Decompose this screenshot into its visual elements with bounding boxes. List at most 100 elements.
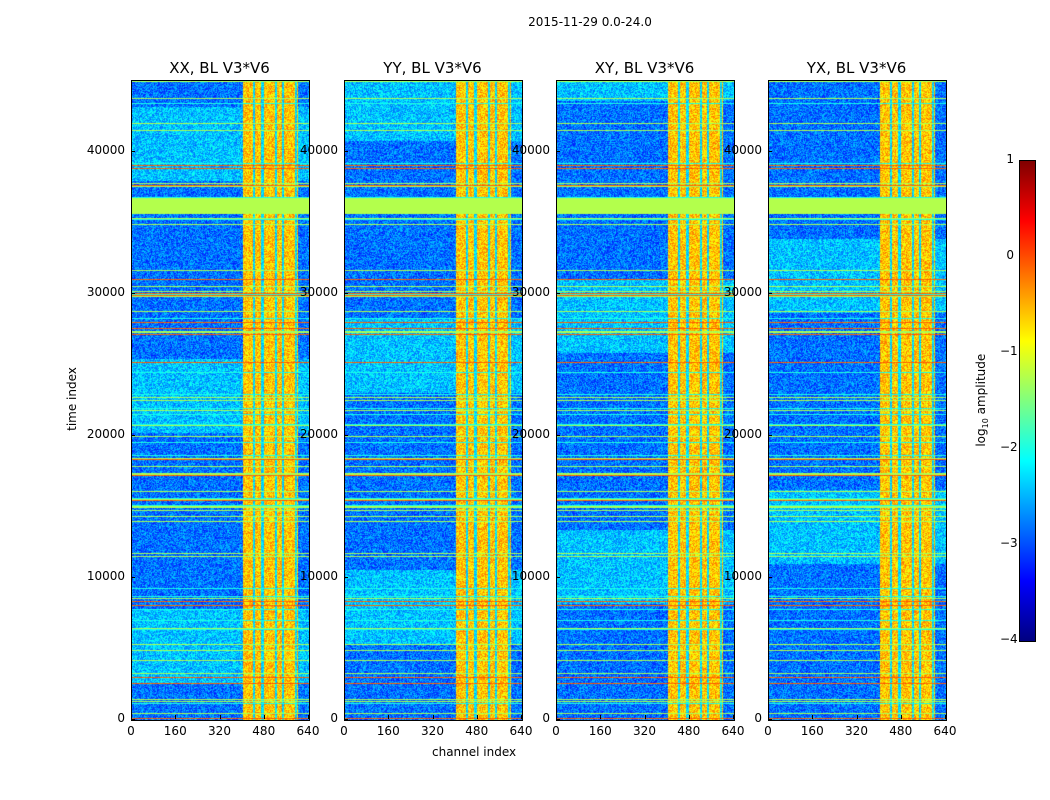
heatmap-image	[345, 81, 522, 720]
y-tick	[131, 151, 135, 152]
y-tick-label: 10000	[723, 569, 762, 583]
x-tick-label: 480	[889, 724, 913, 738]
y-tick	[556, 435, 560, 436]
x-tick	[476, 715, 478, 719]
panel-title: YX, BL V3*V6	[806, 59, 907, 77]
y-tick	[556, 719, 560, 720]
y-tick-label: 40000	[86, 143, 125, 157]
x-tick	[432, 715, 434, 719]
x-tick	[733, 715, 734, 719]
x-tick-label: 0	[764, 724, 772, 738]
y-tick	[131, 719, 135, 720]
colorbar-tick-label: −3	[1000, 536, 1018, 550]
x-tick	[856, 715, 858, 719]
x-tick	[644, 715, 646, 719]
x-tick-label: 320	[208, 724, 231, 738]
heatmap-panel	[344, 80, 523, 721]
x-tick-label: 160	[588, 724, 612, 738]
y-tick-label: 30000	[299, 285, 338, 299]
x-tick-label: 0	[552, 724, 560, 738]
x-tick-label: 320	[845, 724, 868, 738]
colorbar-tick-label: −1	[1000, 344, 1018, 358]
y-tick-label: 20000	[511, 427, 550, 441]
panel-title: XY, BL V3*V6	[594, 59, 695, 77]
x-tick	[556, 715, 557, 719]
heatmap-image	[132, 81, 309, 720]
y-tick-label: 40000	[511, 143, 550, 157]
x-tick	[219, 715, 221, 719]
x-tick-label: 160	[800, 724, 824, 738]
x-tick-label: 0	[127, 724, 135, 738]
x-tick	[388, 715, 390, 719]
x-tick-label: 640	[296, 724, 320, 738]
y-tick	[768, 293, 772, 294]
y-tick-label: 0	[117, 711, 125, 725]
heatmap-panel	[131, 80, 310, 721]
y-tick-label: 10000	[299, 569, 338, 583]
y-tick	[768, 719, 772, 720]
x-tick	[263, 715, 265, 719]
y-tick	[768, 435, 772, 436]
y-tick-label: 40000	[299, 143, 338, 157]
panel-title: YY, BL V3*V6	[383, 59, 482, 77]
colorbar-label: log10 amplitude	[973, 353, 991, 447]
x-tick-label: 0	[340, 724, 348, 738]
y-tick	[768, 577, 772, 578]
y-tick-label: 0	[330, 711, 338, 725]
x-axis-label: channel index	[432, 745, 517, 759]
figure-title: 2015-11-29 0.0-24.0	[528, 15, 652, 29]
x-tick-label: 320	[421, 724, 444, 738]
x-tick	[175, 715, 177, 719]
x-tick-label: 480	[465, 724, 489, 738]
y-tick	[768, 151, 772, 152]
x-tick	[600, 715, 602, 719]
x-tick	[344, 715, 345, 719]
x-tick-label: 640	[933, 724, 957, 738]
heatmap-panel	[556, 80, 735, 721]
x-tick	[308, 715, 309, 719]
y-tick-label: 10000	[511, 569, 550, 583]
x-tick-label: 160	[376, 724, 400, 738]
y-tick-label: 20000	[723, 427, 762, 441]
y-tick	[344, 435, 348, 436]
y-tick	[131, 293, 135, 294]
y-tick	[344, 293, 348, 294]
colorbar	[1019, 160, 1036, 642]
x-tick	[521, 715, 522, 719]
y-tick-label: 0	[542, 711, 550, 725]
y-tick-label: 20000	[86, 427, 125, 441]
y-tick	[131, 435, 135, 436]
y-tick	[556, 151, 560, 152]
x-tick	[945, 715, 946, 719]
x-tick-label: 640	[721, 724, 745, 738]
y-tick	[556, 577, 560, 578]
y-tick-label: 30000	[723, 285, 762, 299]
x-tick	[812, 715, 814, 719]
y-tick	[344, 719, 348, 720]
panel-title: XX, BL V3*V6	[169, 59, 270, 77]
colorbar-tick-label: −4	[1000, 632, 1018, 646]
y-tick-label: 0	[754, 711, 762, 725]
colorbar-tick-label: 1	[1006, 152, 1014, 166]
x-tick-label: 320	[633, 724, 656, 738]
x-tick	[900, 715, 902, 719]
colorbar-tick-label: 0	[1006, 248, 1014, 262]
y-tick-label: 30000	[86, 285, 125, 299]
y-tick	[344, 151, 348, 152]
x-tick	[688, 715, 690, 719]
y-tick	[344, 577, 348, 578]
y-tick	[131, 577, 135, 578]
y-tick-label: 10000	[86, 569, 125, 583]
x-tick-label: 160	[163, 724, 187, 738]
x-tick	[131, 715, 132, 719]
heatmap-image	[769, 81, 946, 720]
colorbar-tick-label: −2	[1000, 440, 1018, 454]
x-tick	[768, 715, 769, 719]
y-tick-label: 30000	[511, 285, 550, 299]
x-tick-label: 480	[677, 724, 701, 738]
y-tick-label: 20000	[299, 427, 338, 441]
heatmap-image	[557, 81, 734, 720]
heatmap-panel	[768, 80, 947, 721]
y-tick	[556, 293, 560, 294]
